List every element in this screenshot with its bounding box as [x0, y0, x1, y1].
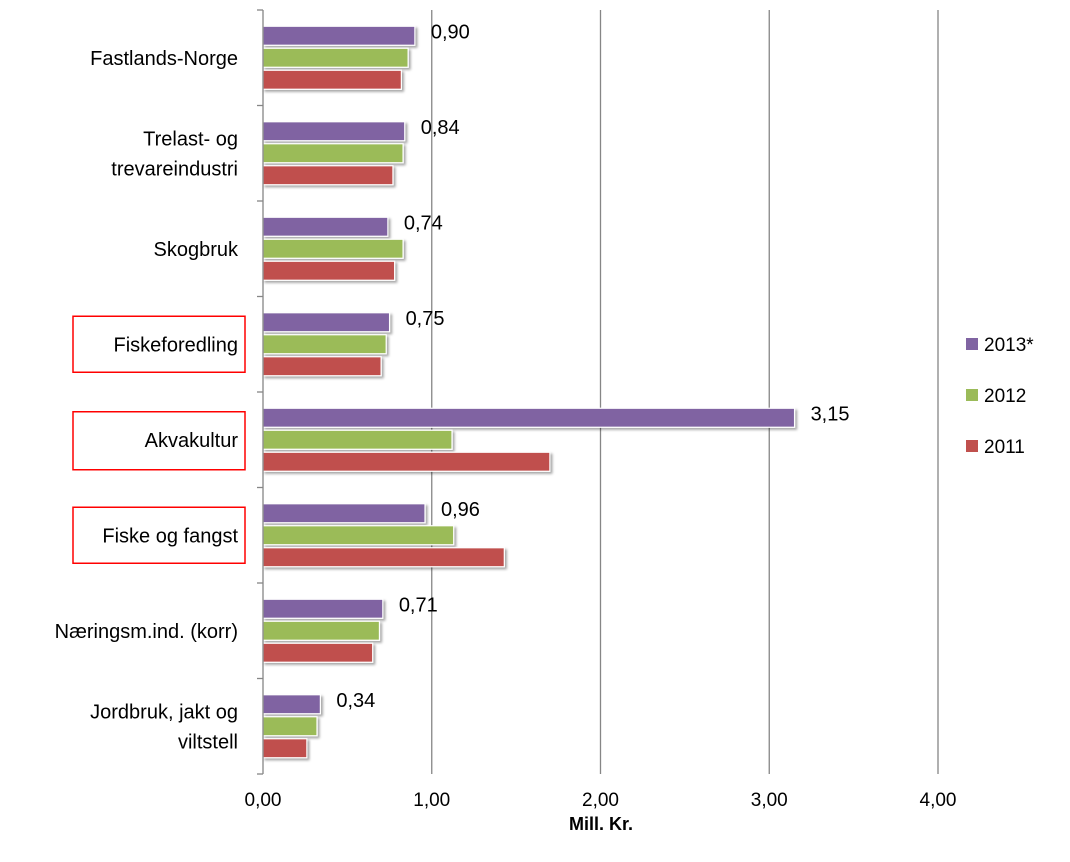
legend-label: 2013* — [984, 335, 1034, 356]
x-axis-title: Mill. Kr. — [569, 814, 633, 834]
legend-swatch — [966, 338, 978, 350]
highlight-box — [72, 506, 246, 564]
category-label: Fiskeforedling — [113, 334, 238, 356]
bar-2011-3 — [262, 356, 382, 377]
bar-2012-2 — [262, 238, 404, 259]
bar-2012-3 — [262, 334, 387, 355]
data-label: 3,15 — [811, 403, 850, 425]
bar-2011-4 — [262, 451, 551, 472]
bar-2012-1 — [262, 143, 404, 164]
bars — [262, 25, 796, 759]
legend-swatch — [966, 440, 978, 452]
bar-2011-6 — [262, 642, 374, 663]
data-label: 0,96 — [441, 499, 480, 521]
data-label: 0,74 — [404, 212, 443, 234]
x-tick-label: 1,00 — [413, 790, 450, 811]
data-label: 0,84 — [421, 117, 460, 139]
category-label: Skogbruk — [154, 239, 239, 261]
bar-2011-7 — [262, 738, 308, 759]
legend-swatch — [966, 389, 978, 401]
category-label: Fastlands-Norge — [90, 48, 238, 70]
bar-2013-0 — [262, 25, 416, 46]
data-label: 0,75 — [406, 308, 445, 330]
highlight-box — [72, 315, 246, 373]
legend: 2013* 2012 2011 — [966, 335, 1034, 458]
category-label: Jordbruk, jakt og — [90, 701, 238, 723]
bar-2013-2 — [262, 216, 389, 237]
x-tick-label: 3,00 — [751, 790, 788, 811]
x-tick-label: 2,00 — [582, 790, 619, 811]
bar-2012-4 — [262, 429, 453, 450]
bar-2013-3 — [262, 312, 391, 333]
category-label: trevareindustri — [111, 158, 238, 180]
bar-2013-1 — [262, 121, 406, 142]
category-label: viltstell — [178, 731, 238, 753]
data-label: 0,90 — [431, 21, 470, 43]
bar-2011-5 — [262, 547, 505, 568]
category-label: Næringsm.ind. (korr) — [55, 621, 238, 643]
x-tick-label: 4,00 — [920, 790, 957, 811]
bar-2013-7 — [262, 694, 321, 715]
bar-2013-4 — [262, 407, 796, 428]
bar-2011-2 — [262, 260, 396, 281]
legend-label: 2011 — [984, 437, 1025, 458]
bar-2011-1 — [262, 165, 394, 186]
bar-2012-0 — [262, 47, 409, 68]
category-highlight-boxes — [72, 315, 246, 564]
bar-2011-0 — [262, 69, 402, 90]
y-axis — [257, 9, 264, 775]
legend-label: 2012 — [984, 386, 1026, 407]
category-label: Trelast- og — [143, 128, 238, 150]
gridlines — [431, 10, 939, 774]
x-tick-label: 0,00 — [245, 790, 282, 811]
category-label: Fiske og fangst — [102, 525, 238, 547]
bar-2013-5 — [262, 503, 426, 524]
bar-2012-5 — [262, 525, 455, 546]
category-label: Akvakultur — [145, 430, 239, 452]
data-label: 0,71 — [399, 594, 438, 616]
bar-2013-6 — [262, 598, 384, 619]
bar-2012-6 — [262, 620, 381, 641]
bar-2012-7 — [262, 716, 318, 737]
data-label: 0,34 — [336, 690, 375, 712]
highlight-box — [72, 411, 246, 471]
labels: 0,00 1,00 2,00 3,00 4,00 0,90 Fastlands-Norge 0… — [55, 21, 957, 811]
